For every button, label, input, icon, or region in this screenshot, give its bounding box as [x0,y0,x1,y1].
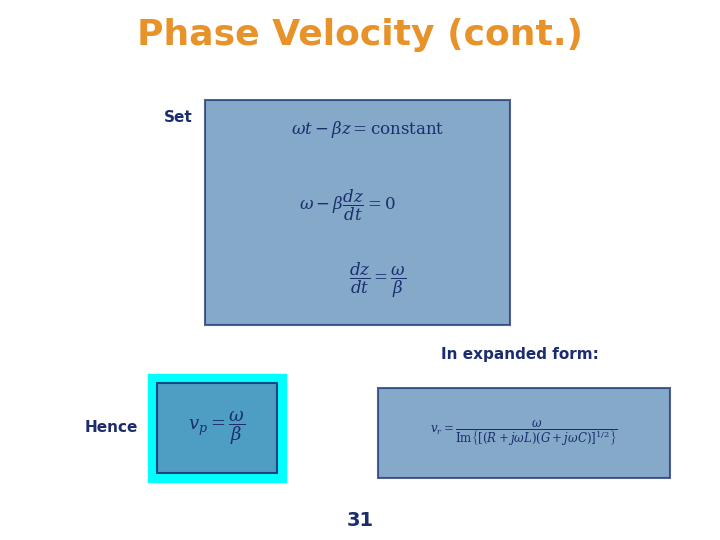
Text: $\dfrac{dz}{dt} = \dfrac{\omega}{\beta}$: $\dfrac{dz}{dt} = \dfrac{\omega}{\beta}$ [349,260,406,300]
Text: $v_r = \dfrac{\omega}{\mathrm{Im}\left\{\left[(R+j\omega L)(G+j\omega C)\right]^: $v_r = \dfrac{\omega}{\mathrm{Im}\left\{… [430,418,618,448]
FancyBboxPatch shape [378,388,670,478]
Text: $\omega - \beta \dfrac{dz}{dt} = 0$: $\omega - \beta \dfrac{dz}{dt} = 0$ [300,187,396,222]
Text: Set: Set [164,111,193,125]
Text: Phase Velocity (cont.): Phase Velocity (cont.) [137,18,583,52]
FancyBboxPatch shape [148,374,286,482]
Text: $v_p = \dfrac{\omega}{\beta}$: $v_p = \dfrac{\omega}{\beta}$ [189,409,246,447]
FancyBboxPatch shape [205,100,510,325]
Text: Hence: Hence [85,421,138,435]
FancyBboxPatch shape [157,383,277,473]
Text: 31: 31 [346,510,374,530]
Text: $\omega t - \beta z = \mathrm{constant}$: $\omega t - \beta z = \mathrm{constant}$ [291,119,444,140]
Text: In expanded form:: In expanded form: [441,348,599,362]
